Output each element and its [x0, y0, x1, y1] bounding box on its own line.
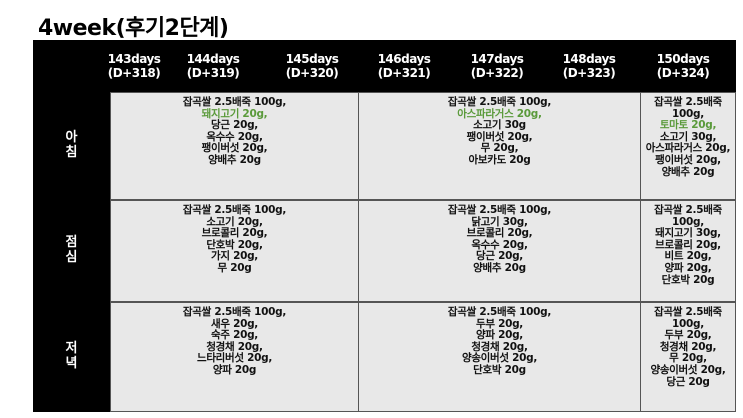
ingredient: 양파 20g [212, 363, 257, 376]
ingredient: 비트 20g, [664, 250, 712, 263]
day-label: 143days [107, 52, 161, 66]
ingredient: 잡곡쌀 2.5배죽 100g, [654, 306, 722, 330]
column-header: 145days (D+320) [277, 52, 347, 80]
menu-cell: 잡곡쌀 2.5배죽 100g, 소고기 20g, 브로콜리 20g, 단호박 20g,… [110, 200, 359, 302]
ingredient: 당근 20g, [211, 119, 258, 132]
new-ingredient: 토마토 20g, [659, 119, 717, 132]
ingredient: 팽이버섯 20g, [655, 153, 721, 166]
column-header: 143days (D+318) [99, 52, 169, 80]
column-header: 146days (D+321) [369, 52, 439, 80]
menu-cell: 잡곡쌀 2.5배죽 100g, 두부 20g, 양파 20g, 청경채 20g, 양송이… [358, 302, 641, 412]
ingredient: 단호박 20g, [206, 238, 263, 251]
ingredient: 양송이버섯 20g, [461, 352, 538, 365]
ingredient: 잡곡쌀 2.5배죽 100g, [182, 96, 287, 108]
meal-label: 저 녁 [65, 341, 78, 371]
ingredient: 소고기 20g, [206, 215, 263, 228]
ingredient: 느타리버섯 20g, [196, 352, 273, 365]
ingredient: 무 20g [217, 261, 252, 274]
day-label: 147days [470, 52, 524, 66]
day-label: 146days [377, 52, 431, 66]
ingredient: 양송이버섯 20g, [650, 363, 726, 376]
ingredient: 팽이버섯 20g, [201, 142, 268, 155]
ingredient: 잡곡쌀 2.5배죽 100g, [447, 306, 552, 318]
meal-label: 아 침 [65, 130, 78, 160]
ingredient: 청경채 20g, [471, 340, 528, 353]
d-plus-label: (D+319) [186, 66, 240, 80]
meal-plan-table: 143days (D+318) 144days (D+319) 145days (D+32… [33, 40, 736, 412]
menu-cell: 잡곡쌀 2.5배죽 100g, 아스파라거스 20g, 소고기 30g 팽이버섯 20… [358, 92, 641, 200]
meal-label: 점 심 [65, 235, 78, 265]
ingredient: 잡곡쌀 2.5배죽 100g, [447, 204, 552, 216]
ingredient: 양파 20g, [476, 329, 523, 342]
ingredient: 당근 20g [666, 375, 710, 388]
menu-cell: 잡곡쌀 2.5배죽 100g, 닭고기 30g, 브로콜리 20g, 옥수수 20g,… [358, 200, 641, 302]
ingredient: 소고기 30g [473, 119, 526, 132]
menu-cell: 잡곡쌀 2.5배죽 100g, 돼지고기 20g, 당근 20g, 옥수수 20g, 팽… [110, 92, 359, 200]
menu-cell: 잡곡쌀 2.5배죽 100g, 새우 20g, 숙주 20g, 청경채 20g, 느타리… [110, 302, 359, 412]
ingredient: 새우 20g, [211, 317, 258, 330]
column-header: 147days (D+322) [462, 52, 532, 80]
ingredient: 양파 20g, [664, 261, 712, 274]
ingredient: 숙주 20g, [211, 329, 258, 342]
day-label: 148days [562, 52, 616, 66]
d-plus-label: (D+322) [470, 66, 524, 80]
ingredient: 두부 20g, [476, 317, 523, 330]
ingredient: 청경채 20g, [659, 340, 717, 353]
day-label: 144days [186, 52, 240, 66]
ingredient: 양배추 20g [473, 261, 526, 274]
ingredient: 옥수수 20g, [471, 238, 528, 251]
ingredient: 단호박 20g [661, 273, 715, 286]
new-ingredient: 아스파라거스 20g, [457, 107, 542, 120]
ingredient: 가지 20g, [211, 250, 258, 263]
page-title: 4week(후기2단계) [38, 16, 229, 41]
day-label: 150days [656, 52, 710, 66]
ingredient: 무 20g, [669, 352, 707, 365]
ingredient: 청경채 20g, [206, 340, 263, 353]
ingredient: 양배추 20g [208, 153, 261, 166]
menu-cell: 잡곡쌀 2.5배죽 100g, 돼지고기 30g, 브로콜리 20g, 비트 20g,… [640, 200, 736, 302]
d-plus-label: (D+324) [656, 66, 710, 80]
ingredient: 옥수수 20g, [206, 130, 263, 143]
column-header: 150days (D+324) [648, 52, 718, 80]
ingredient: 두부 20g, [664, 329, 712, 342]
ingredient: 무 20g, [480, 142, 519, 155]
ingredient: 잡곡쌀 2.5배죽 100g, [182, 306, 287, 318]
ingredient: 단호박 20g [473, 363, 526, 376]
ingredient: 브로콜리 20g, [201, 227, 268, 240]
ingredient: 돼지고기 30g, [655, 227, 721, 240]
ingredient: 당근 20g, [476, 250, 523, 263]
ingredient: 소고기 30g, [659, 130, 717, 143]
d-plus-label: (D+318) [107, 66, 161, 80]
column-header: 144days (D+319) [178, 52, 248, 80]
d-plus-label: (D+320) [285, 66, 339, 80]
ingredient: 아보카도 20g [468, 153, 531, 166]
menu-cell: 잡곡쌀 2.5배죽 100g, 두부 20g, 청경채 20g, 무 20g, 양송이버… [640, 302, 736, 412]
ingredient: 닭고기 30g, [471, 215, 528, 228]
d-plus-label: (D+323) [562, 66, 616, 80]
day-label: 145days [285, 52, 339, 66]
d-plus-label: (D+321) [377, 66, 431, 80]
ingredient: 잡곡쌀 2.5배죽 100g, [447, 96, 552, 108]
column-header: 148days (D+323) [554, 52, 624, 80]
ingredient: 아스파라거스 20g, [645, 142, 731, 155]
ingredient: 브로콜리 20g, [655, 238, 721, 251]
ingredient: 양배추 20g [661, 165, 715, 178]
ingredient: 잡곡쌀 2.5배죽 100g, [182, 204, 287, 216]
ingredient: 브로콜리 20g, [466, 227, 533, 240]
ingredient: 잡곡쌀 2.5배죽 100g, [654, 204, 722, 228]
new-ingredient: 돼지고기 20g, [201, 107, 268, 120]
menu-cell: 잡곡쌀 2.5배죽 100g, 토마토 20g, 소고기 30g, 아스파라거스 20… [640, 92, 736, 200]
ingredient: 팽이버섯 20g, [466, 130, 533, 143]
ingredient: 잡곡쌀 2.5배죽 100g, [654, 96, 722, 120]
